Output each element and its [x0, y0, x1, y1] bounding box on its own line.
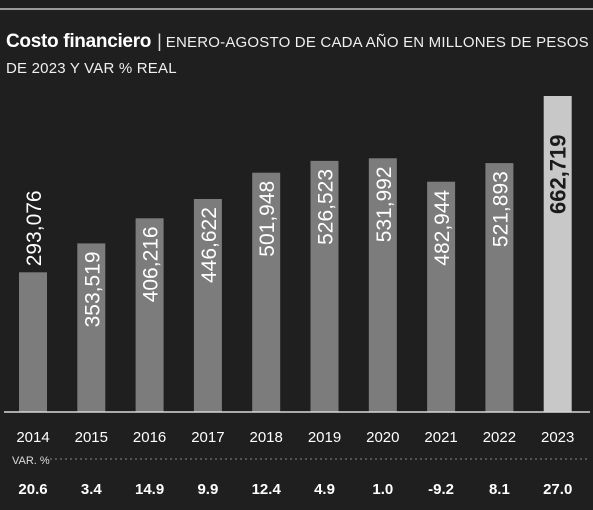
bar-2023	[543, 96, 572, 412]
var-percent-2014: 20.6	[18, 481, 47, 498]
var-percent-title: VAR. %	[12, 455, 50, 467]
chart-header: Costo financiero | ENERO-AGOSTO DE CADA AÑ…	[6, 28, 591, 82]
value-label-2018: 501,948	[256, 181, 279, 257]
x-tick-2015: 2015	[75, 429, 108, 446]
var-percent-2022: 8.1	[489, 481, 510, 498]
x-tick-labels: 2014 2015 2016 2017 2018 2019 2020 2021 2022 2023	[16, 429, 574, 446]
value-label-2014: 293,076	[23, 190, 46, 266]
var-percent-2017: 9.9	[197, 481, 218, 498]
bar-2022	[485, 163, 514, 412]
bar-2021	[427, 181, 456, 412]
value-label-2021: 482,944	[431, 189, 454, 265]
value-label-2016: 406,216	[140, 226, 163, 302]
bar-2017	[193, 199, 222, 412]
x-tick-2020: 2020	[366, 429, 399, 446]
bar-2014	[19, 272, 47, 412]
x-tick-2021: 2021	[424, 429, 457, 446]
bar-2020	[368, 158, 397, 412]
chart-title: Costo financiero	[6, 31, 152, 52]
title-separator: |	[157, 31, 162, 51]
bar-2015	[77, 243, 106, 412]
var-percent-2023: 27.0	[543, 481, 572, 498]
bar-2019	[310, 160, 339, 412]
x-tick-2014: 2014	[16, 429, 49, 446]
bar-2018	[252, 172, 281, 412]
var-percent-2015: 3.4	[81, 481, 103, 498]
value-labels-group: 293,076 353,519 406,216 446,622 501,948 526,5…	[23, 134, 571, 327]
value-label-2019: 526,523	[315, 169, 338, 245]
var-percent-row: 20.6 3.4 14.9 9.9 12.4 4.9 1.0 -9.2 8.1 27.0	[18, 481, 572, 498]
x-tick-2022: 2022	[483, 429, 516, 446]
value-label-2017: 446,622	[198, 207, 221, 283]
value-label-2022: 521,893	[489, 171, 512, 247]
x-tick-2023: 2023	[541, 429, 574, 446]
value-label-2023: 662,719	[546, 134, 571, 214]
x-tick-2019: 2019	[308, 429, 341, 446]
value-label-2020: 531,992	[373, 166, 396, 242]
bars-group	[19, 96, 572, 412]
var-percent-2021: -9.2	[428, 481, 454, 498]
var-percent-2016: 14.9	[135, 481, 164, 498]
value-label-2015: 353,519	[81, 251, 104, 327]
var-percent-2018: 12.4	[252, 481, 282, 498]
var-percent-2019: 4.9	[314, 481, 335, 498]
x-tick-2017: 2017	[191, 429, 224, 446]
chart-subtitle: ENERO-AGOSTO DE CADA AÑO EN MILLONES DE …	[6, 34, 589, 77]
x-tick-2018: 2018	[250, 429, 283, 446]
top-rule	[0, 8, 593, 10]
x-tick-2016: 2016	[133, 429, 166, 446]
var-percent-2020: 1.0	[372, 481, 393, 498]
bar-2016	[135, 218, 164, 412]
